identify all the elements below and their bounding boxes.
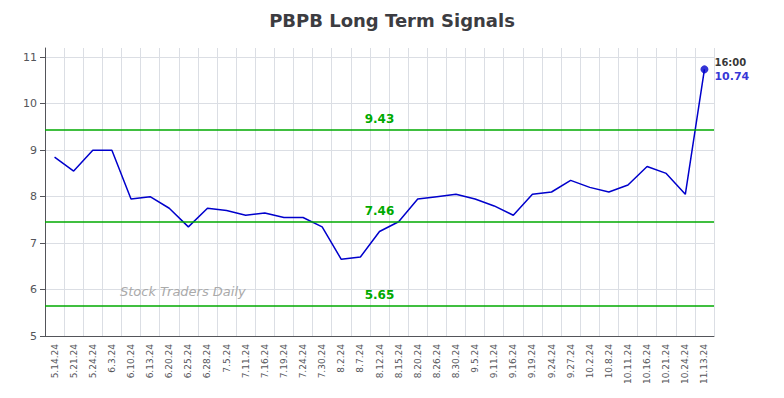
svg-text:10.11.24: 10.11.24 xyxy=(623,344,633,384)
svg-text:8.30.24: 8.30.24 xyxy=(451,344,461,379)
svg-text:5.24.24: 5.24.24 xyxy=(88,344,98,379)
svg-text:8.7.24: 8.7.24 xyxy=(355,344,365,373)
svg-text:10.24.24: 10.24.24 xyxy=(680,344,690,384)
svg-text:11.13.24: 11.13.24 xyxy=(699,344,709,384)
svg-text:8.2.24: 8.2.24 xyxy=(336,344,346,373)
svg-text:6.13.24: 6.13.24 xyxy=(145,344,155,379)
svg-text:6.28.24: 6.28.24 xyxy=(202,344,212,379)
svg-text:9.19.24: 9.19.24 xyxy=(527,344,537,379)
svg-text:8.15.24: 8.15.24 xyxy=(394,344,404,379)
svg-text:8.26.24: 8.26.24 xyxy=(432,344,442,379)
svg-text:8.20.24: 8.20.24 xyxy=(413,344,423,379)
svg-text:5.21.24: 5.21.24 xyxy=(69,344,79,379)
svg-text:6.25.24: 6.25.24 xyxy=(183,344,193,379)
svg-text:9.43: 9.43 xyxy=(365,112,395,126)
svg-text:9.24.24: 9.24.24 xyxy=(547,344,557,379)
svg-text:16:00: 16:00 xyxy=(714,57,746,68)
svg-text:10.8.24: 10.8.24 xyxy=(604,344,614,379)
svg-text:10.21.24: 10.21.24 xyxy=(661,344,671,384)
svg-text:6.3.24: 6.3.24 xyxy=(107,344,117,373)
svg-text:8: 8 xyxy=(30,190,37,203)
svg-text:11: 11 xyxy=(23,51,37,64)
svg-text:7.46: 7.46 xyxy=(365,204,395,218)
svg-text:7: 7 xyxy=(30,237,37,250)
svg-text:9.11.24: 9.11.24 xyxy=(489,344,499,379)
svg-text:9.27.24: 9.27.24 xyxy=(566,344,576,379)
svg-text:7.5.24: 7.5.24 xyxy=(222,344,232,373)
svg-text:10: 10 xyxy=(23,97,37,110)
svg-text:5.65: 5.65 xyxy=(365,288,395,302)
svg-text:9.5.24: 9.5.24 xyxy=(470,344,480,373)
svg-text:5: 5 xyxy=(30,330,37,343)
svg-text:10.2.24: 10.2.24 xyxy=(585,344,595,379)
svg-text:6: 6 xyxy=(30,283,37,296)
svg-text:6.20.24: 6.20.24 xyxy=(164,344,174,379)
svg-text:5.14.24: 5.14.24 xyxy=(50,344,60,379)
svg-text:6.10.24: 6.10.24 xyxy=(126,344,136,379)
svg-text:10.74: 10.74 xyxy=(714,70,749,83)
svg-text:7.16.24: 7.16.24 xyxy=(260,344,270,379)
svg-text:7.30.24: 7.30.24 xyxy=(317,344,327,379)
svg-text:9: 9 xyxy=(30,144,37,157)
svg-text:7.11.24: 7.11.24 xyxy=(241,344,251,379)
svg-text:7.19.24: 7.19.24 xyxy=(279,344,289,379)
svg-text:9.16.24: 9.16.24 xyxy=(508,344,518,379)
svg-text:Stock Traders Daily: Stock Traders Daily xyxy=(120,284,246,299)
svg-text:10.16.24: 10.16.24 xyxy=(642,344,652,384)
svg-text:PBPB Long Term Signals: PBPB Long Term Signals xyxy=(269,10,515,31)
svg-text:8.12.24: 8.12.24 xyxy=(375,344,385,379)
svg-text:7.24.24: 7.24.24 xyxy=(298,344,308,379)
